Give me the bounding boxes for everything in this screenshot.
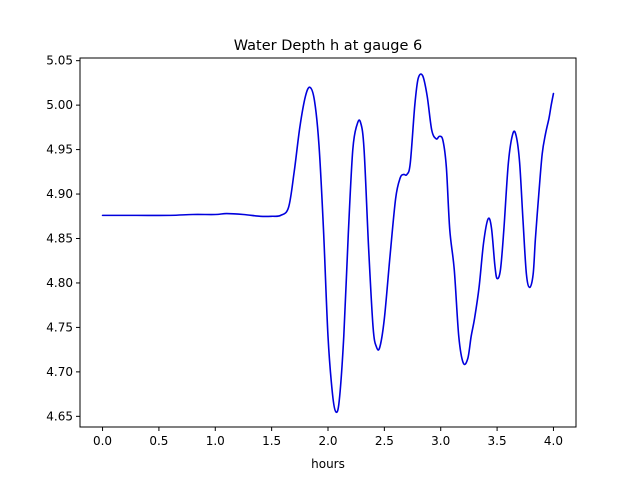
x-tick-label: 4.0	[544, 434, 563, 448]
y-tick-label: 4.85	[46, 231, 73, 245]
x-tick-label: 1.0	[206, 434, 225, 448]
y-tick-label: 5.00	[46, 98, 73, 112]
plot-frame	[79, 57, 577, 428]
y-tick-label: 4.80	[46, 276, 73, 290]
x-tick-label: 2.0	[318, 434, 337, 448]
x-tick-label: 3.5	[488, 434, 507, 448]
x-tick-label: 3.0	[431, 434, 450, 448]
y-tick-label: 4.90	[46, 187, 73, 201]
x-tick-label: 0.0	[93, 434, 112, 448]
series-line-0	[101, 73, 555, 414]
y-tick-label: 5.05	[46, 54, 73, 68]
x-axis-title: hours	[311, 457, 345, 471]
chart-title: Water Depth h at gauge 6	[234, 38, 422, 54]
y-tick-label: 4.70	[46, 365, 73, 379]
x-tick-label: 1.5	[262, 434, 281, 448]
y-tick-label: 4.95	[46, 143, 73, 157]
x-tick-label: 0.5	[149, 434, 168, 448]
y-tick-label: 4.65	[46, 409, 73, 423]
ticks-layer: 0.0 0.5 1.0 1.5 2.0 2.5 3.0 3.5 4.0 4.65 4.70 4.75 4…	[46, 54, 563, 448]
y-tick-label: 4.75	[46, 320, 73, 334]
x-tick-label: 2.5	[375, 434, 394, 448]
series-layer	[101, 73, 555, 414]
